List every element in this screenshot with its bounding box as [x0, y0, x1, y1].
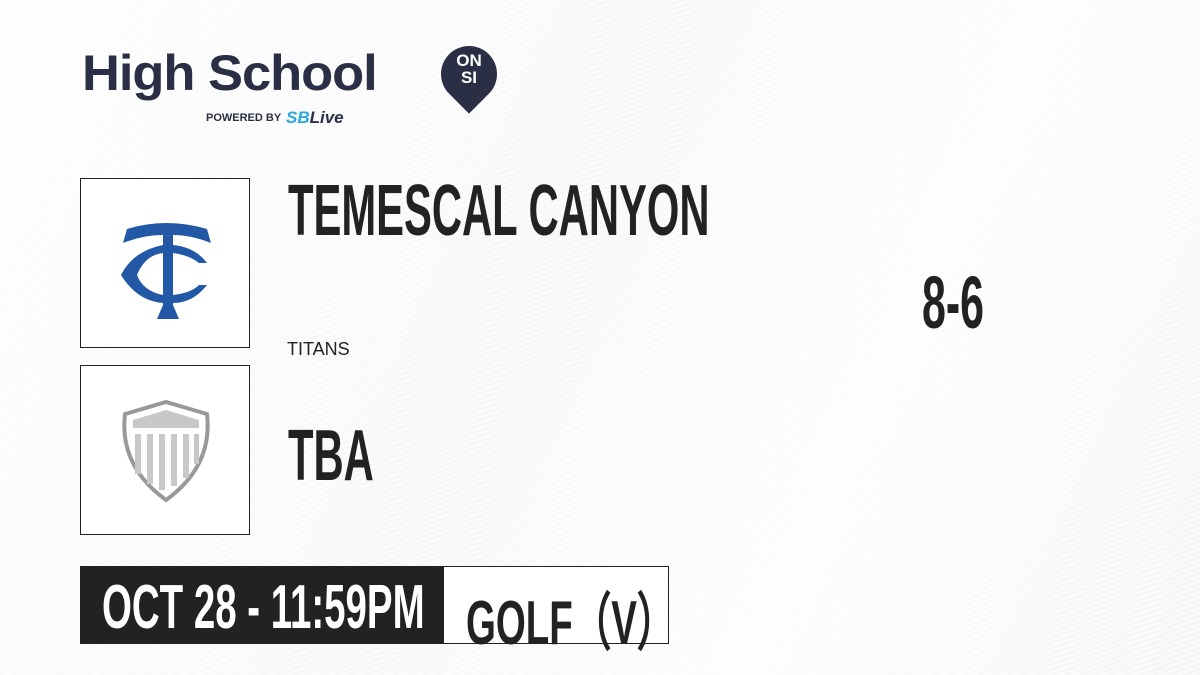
game-sport: GOLF（V） — [466, 589, 676, 658]
brand-title: High School — [82, 45, 378, 101]
away-team-logo — [80, 365, 250, 535]
game-date-time: OCT 28 - 11:59PM — [102, 573, 425, 642]
powered-by: POWERED BY — [206, 112, 282, 124]
date-box — [80, 566, 443, 644]
tc-logo-icon — [121, 223, 211, 319]
badge-line-2: SI — [460, 68, 478, 87]
home-team-name: TEMESCAL CANYON — [288, 171, 710, 251]
brand-badge: ON SI — [443, 52, 495, 86]
home-team-logo — [80, 178, 250, 348]
partner-prefix: SB — [286, 108, 310, 127]
partner-suffix: Live — [309, 108, 344, 127]
badge-line-1: ON — [456, 51, 482, 70]
sport-box — [443, 566, 669, 644]
home-team-mascot: TITANS — [287, 339, 350, 359]
partner-logo: SBLive — [286, 108, 344, 128]
away-team-name: TBA — [288, 416, 374, 496]
shield-icon — [122, 399, 210, 503]
score: 8-6 — [922, 261, 985, 344]
